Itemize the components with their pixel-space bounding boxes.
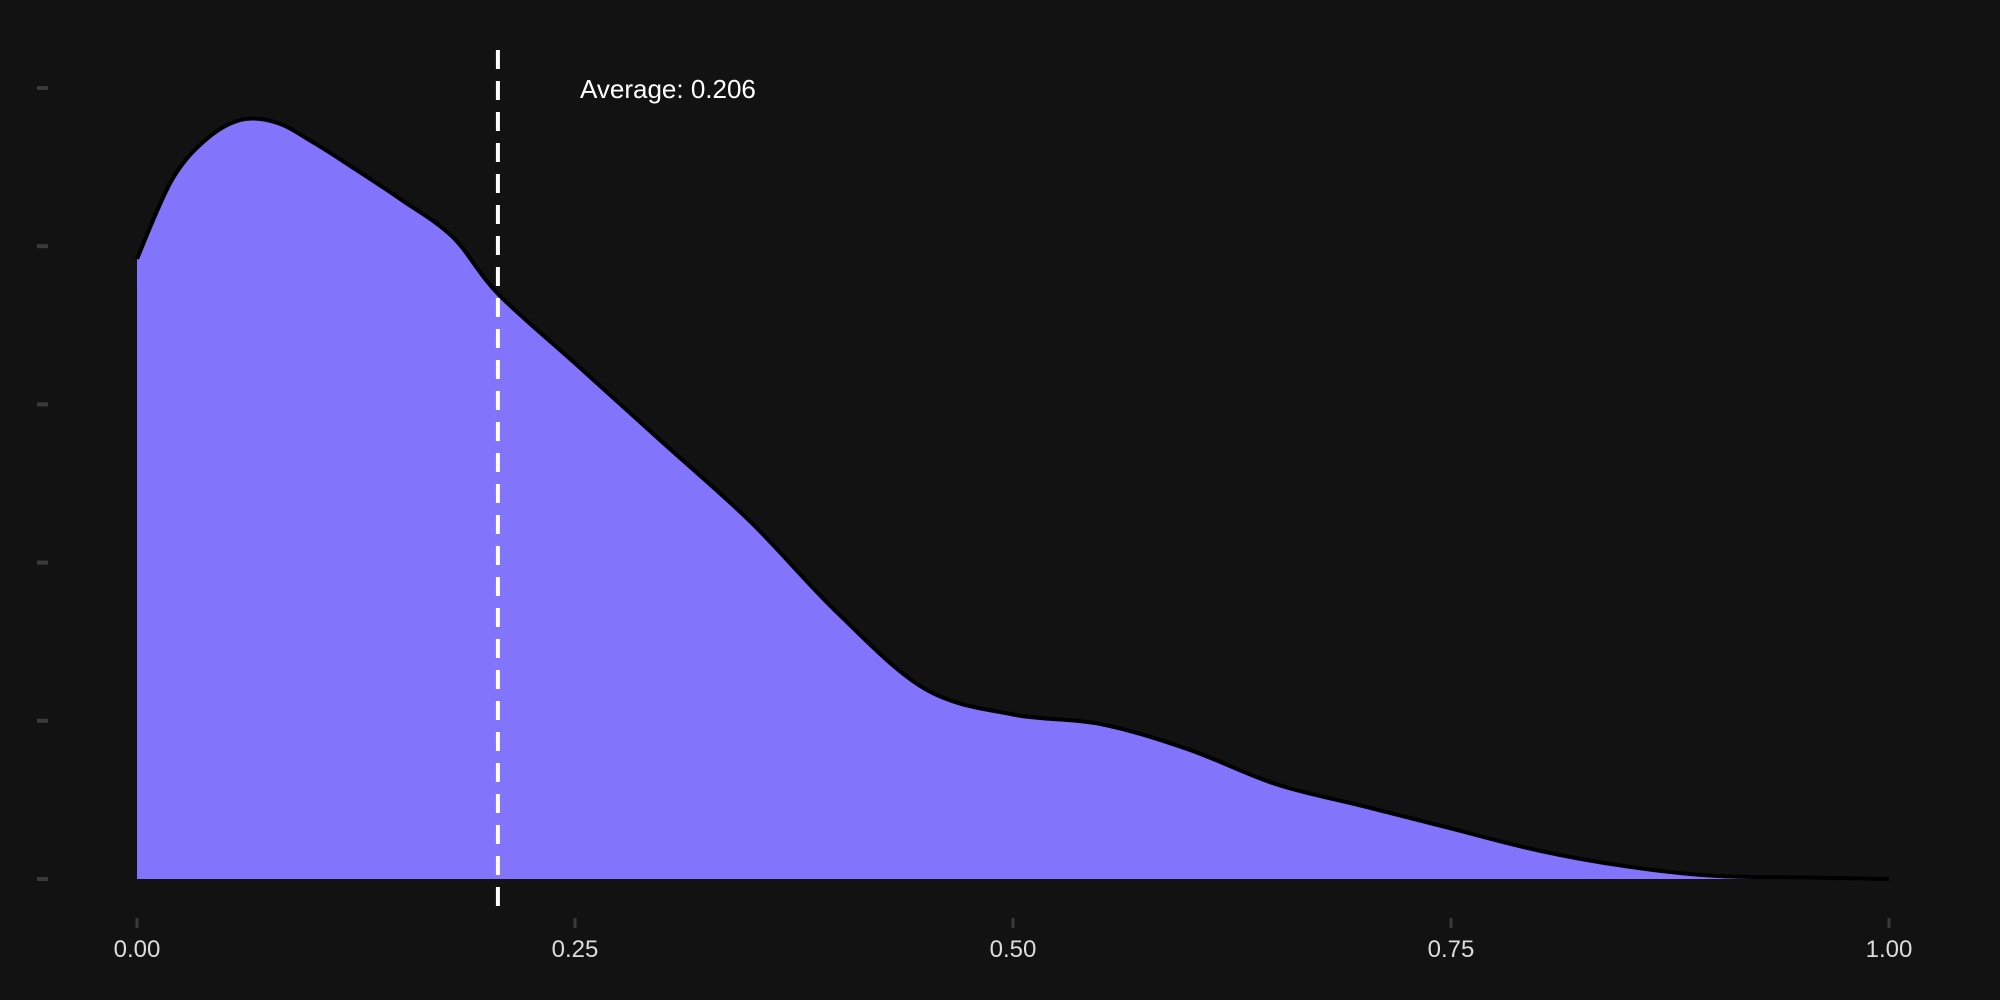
x-tick-label: 0.75 — [1428, 936, 1475, 963]
y-axis — [37, 86, 48, 881]
density-line — [135, 116, 1890, 881]
mean-marker: Average: 0.206 — [495, 50, 756, 918]
mean-label: Average: 0.206 — [580, 74, 756, 104]
x-tick-label: 0.25 — [552, 936, 599, 963]
x-tick-label: 0.00 — [114, 936, 161, 963]
plot-area — [135, 116, 1890, 881]
density-area — [137, 118, 1889, 880]
x-tick-label: 1.00 — [1866, 936, 1913, 963]
x-tick-label: 0.50 — [990, 936, 1037, 963]
x-axis: 0.00 0.25 0.50 0.75 1.00 — [114, 918, 1913, 963]
